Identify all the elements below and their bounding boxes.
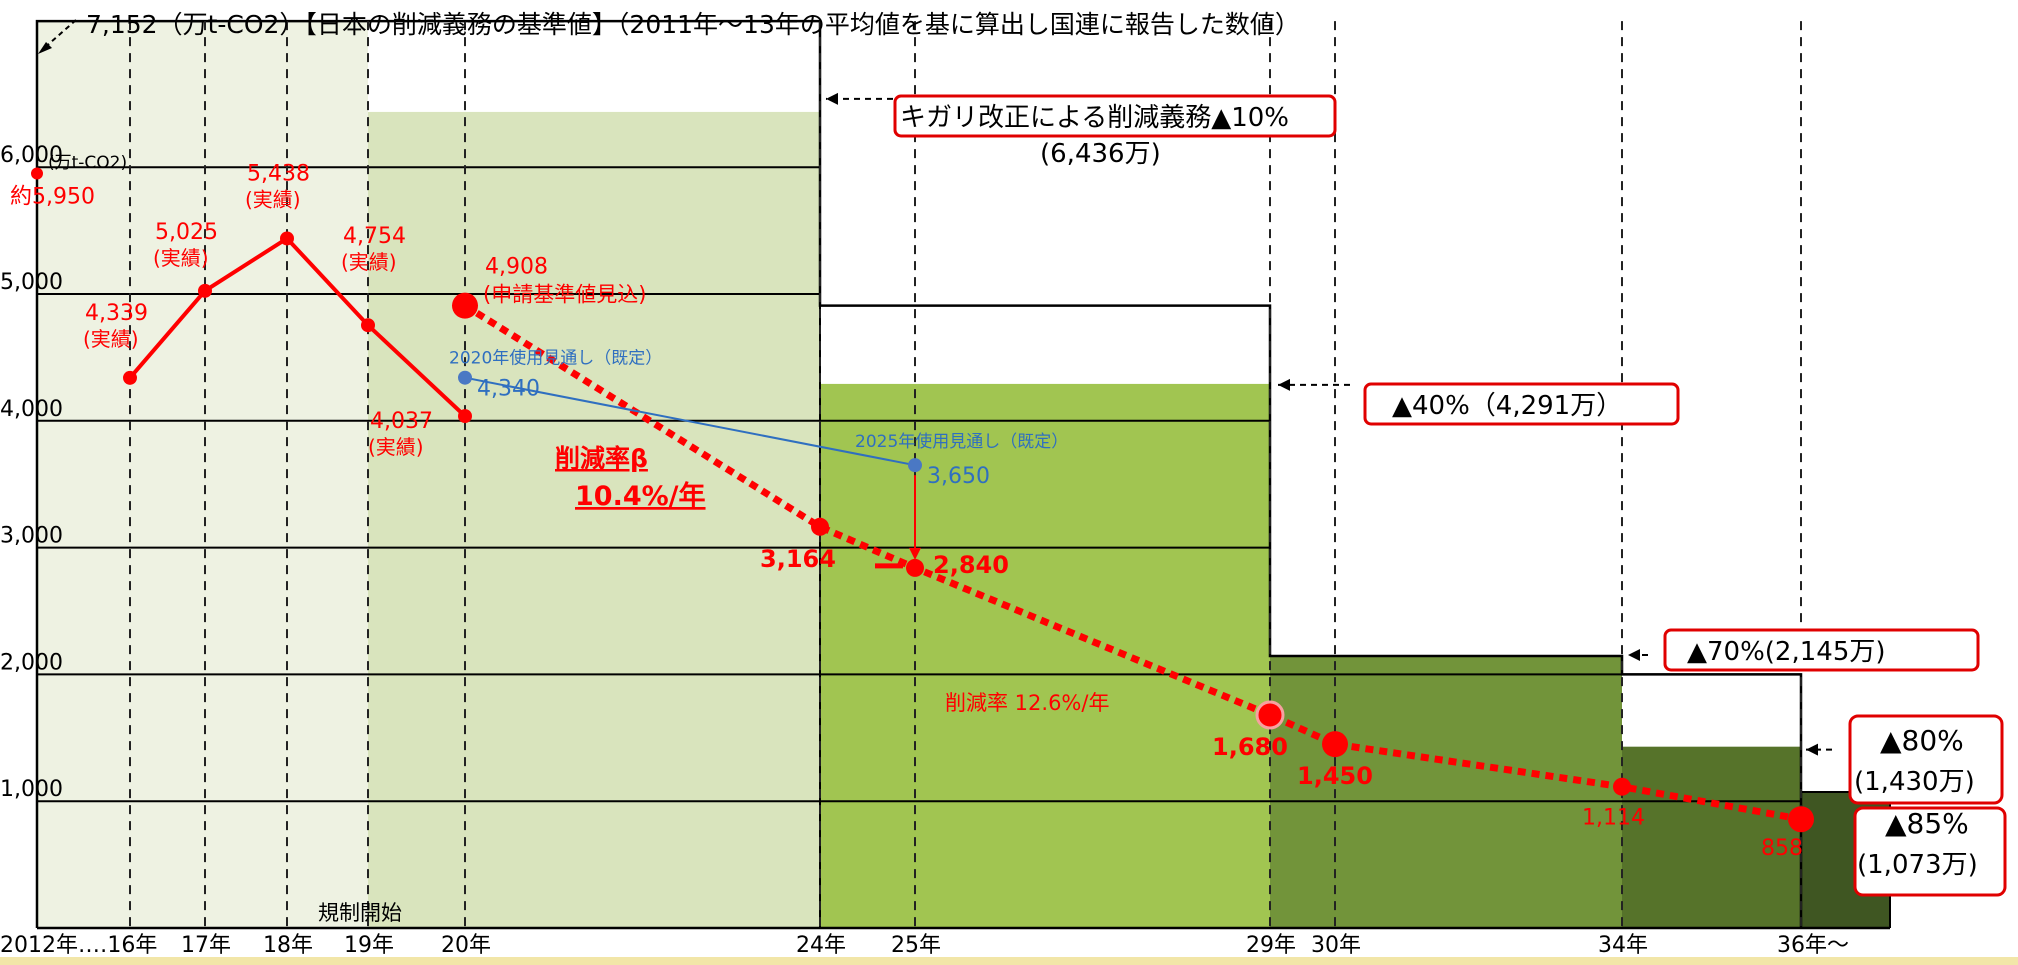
y-tick-label: 3,000 [0, 524, 63, 549]
forecast-sub-label: 2025年使用見通し（既定） [855, 431, 1068, 452]
actual-sub-label: (実績) [245, 187, 301, 211]
x-tick-label: 29年 [1246, 933, 1296, 958]
era-fill-3 [820, 383, 1270, 928]
chart-title: 7,152（万t-CO2）【日本の削減義務の基準値】（2011年～13年の平均値… [86, 10, 1300, 39]
forecast-point [458, 370, 472, 385]
actual-sub-label: (実績) [83, 327, 139, 351]
y-tick-label: 5,000 [0, 270, 63, 295]
forecast-drop-arrow-head [909, 547, 921, 560]
forecast-line [464, 376, 916, 467]
box-40-text: ▲40%（4,291万） [1392, 391, 1622, 421]
reduction-value-label: 858 [1761, 836, 1803, 861]
x-tick-label: 34年 [1598, 933, 1648, 958]
actual-value-label: 4,037 [370, 409, 433, 434]
reduction-sub-label: (申請基準値見込) [483, 283, 646, 307]
box-80 [1848, 714, 2004, 805]
reduction-point [1788, 806, 1814, 833]
x-tick-label: 36年～ [1777, 933, 1849, 958]
unit-label: (万t-CO2) [48, 153, 127, 173]
reduction-point [1613, 777, 1631, 796]
era-fill-5 [1622, 746, 1801, 928]
reduction-value-label: 3,164 [760, 545, 836, 573]
actual-sub-label: (実績) [368, 435, 424, 459]
actual-sub-label: (実績) [341, 250, 397, 274]
forecast-sub-label: 2020年使用見通し（既定） [449, 348, 662, 369]
rate-beta-title: 削減率β [555, 444, 648, 473]
actual-value-label: 4,754 [343, 224, 406, 249]
series-layer [31, 167, 1814, 833]
box-80-top: ▲80% [1880, 724, 1964, 757]
reduction-value-label: 1,114 [1582, 806, 1645, 831]
reduction-value-label: 4,908 [485, 255, 548, 280]
actual-value-label: 5,438 [247, 161, 310, 186]
kigali-leader-head [826, 92, 838, 105]
era-fill-1 [37, 21, 368, 928]
title-arrow-head [38, 42, 52, 54]
actual-value-label: 4,339 [85, 301, 148, 326]
box-40-leader-head [1278, 378, 1290, 391]
box-70 [1663, 628, 1980, 672]
x-tick-label: 30年 [1311, 933, 1361, 958]
actual-point [123, 370, 137, 385]
x-tick-label: 25年 [891, 933, 941, 958]
reduction-point [452, 292, 478, 319]
y-tick-label: 4,000 [0, 397, 63, 422]
start-point-label: 約5,950 [10, 185, 95, 210]
reduction-point [811, 517, 829, 536]
era-fill-4 [1270, 656, 1622, 928]
kigali-sub-text: (6,436万) [1040, 139, 1161, 169]
y-tick-label: 1,000 [0, 777, 63, 802]
kigali-box [893, 94, 1337, 138]
forecast-value-label: 4,340 [477, 377, 540, 402]
box-40 [1363, 382, 1680, 426]
box-80-bottom: (1,430万) [1854, 767, 1975, 797]
actual-sub-label: (実績) [153, 246, 209, 270]
actual-point [280, 231, 294, 246]
step-fill-layer [37, 21, 1890, 928]
bottom-rule [0, 957, 2018, 965]
era-fill-2 [368, 111, 820, 928]
x-tick-label: 19年 [344, 933, 394, 958]
x-tick-label: 20年 [441, 933, 491, 958]
box-70-text: ▲70%(2,145万) [1687, 637, 1886, 667]
reduction-value-label: 1,680 [1212, 733, 1288, 761]
grid-layer [37, 166, 1801, 803]
actual-point [198, 283, 212, 298]
x-tick-label: 24年 [796, 933, 846, 958]
reduction-value-label: 1,450 [1297, 762, 1373, 790]
forecast-value-label: 3,650 [927, 464, 990, 489]
actual-point [458, 409, 472, 424]
box-70-leader-head [1628, 649, 1640, 662]
x-tick-label: 17年 [181, 933, 231, 958]
reduction-point [1322, 731, 1348, 758]
rate-2-label: 削減率 12.6%/年 [945, 691, 1109, 715]
x-tick-label: 2012年‥‥16年 [0, 933, 157, 958]
box-85-bottom: (1,073万) [1857, 850, 1978, 880]
box-80-leader-head [1806, 743, 1818, 756]
reduction-point [906, 558, 924, 577]
actual-point [361, 318, 375, 333]
start-point [31, 167, 43, 180]
reduction-value-label: 2,840 [933, 551, 1009, 579]
x-tick-label: 18年 [263, 933, 313, 958]
y-tick-label: 6,000 [0, 143, 63, 168]
box-85-top: ▲85% [1885, 807, 1969, 840]
y-tick-label: 2,000 [0, 650, 63, 675]
regulation-start-label: 規制開始 [318, 901, 402, 925]
step-outline [35, 19, 1803, 928]
box-85 [1853, 806, 2007, 897]
reduction-point [1255, 700, 1285, 730]
label-layer: 6,000 5,000 4,000 3,000 2,000 1,000 2012年‥‥16年… [0, 19, 1849, 958]
dashed-guide-layer [129, 21, 1802, 928]
kigali-box-text: キガリ改正による削減義務▲10% [900, 103, 1289, 133]
actual-value-label: 5,025 [155, 220, 218, 245]
forecast-point [908, 458, 922, 473]
rate-beta-value: 10.4%/年 [575, 480, 706, 512]
